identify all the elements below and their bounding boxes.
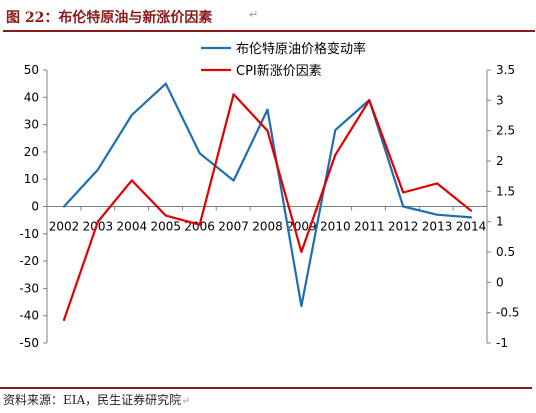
y-right-tick-label: 0.5 — [496, 245, 515, 259]
series-1-point — [232, 179, 235, 182]
series-1-point — [300, 305, 303, 308]
x-tick-label: 2005 — [150, 220, 181, 234]
y-left-tick-label: -30 — [19, 281, 39, 295]
x-tick-label: 2013 — [422, 220, 453, 234]
series-2-point — [232, 93, 235, 96]
series-2-point — [334, 154, 337, 156]
series-2-point — [164, 214, 167, 217]
series-2-point — [198, 223, 201, 226]
series-1-point — [402, 205, 405, 208]
series-1-point — [63, 205, 65, 208]
series-2-point — [63, 319, 65, 321]
series-1-point — [164, 82, 167, 85]
y-right-tick-label: 2.5 — [496, 124, 515, 138]
series-1-point — [334, 129, 337, 131]
series-2-point — [368, 99, 371, 102]
x-tick-label: 2008 — [252, 220, 283, 234]
figure-title-row: 图 22：布伦特原油与新涨价因素 ↵ — [3, 6, 535, 32]
series-2-point — [266, 129, 269, 132]
y-right-tick-label: 3 — [496, 93, 504, 107]
y-left-tick-label: -20 — [19, 254, 39, 268]
paragraph-mark-icon: ↵ — [181, 394, 191, 407]
series-2-point — [402, 191, 405, 194]
legend-label-1: 布伦特原油价格变动率 — [236, 41, 366, 57]
series-1-point — [97, 168, 99, 171]
x-tick-label: 2004 — [117, 220, 148, 234]
footer-rule — [0, 387, 532, 389]
y-left-tick-label: -50 — [19, 336, 39, 350]
y-left-tick-label: 30 — [24, 118, 39, 132]
x-tick-label: 2002 — [49, 220, 80, 234]
y-left-tick-label: 0 — [31, 200, 39, 214]
y-right-tick-label: 0 — [496, 275, 504, 289]
series-1-point — [436, 213, 438, 216]
x-tick-label: 2012 — [388, 220, 419, 234]
series-1-point — [198, 152, 201, 155]
series-1-point — [470, 216, 472, 219]
x-tick-label: 2014 — [456, 220, 487, 234]
y-left-tick-label: 20 — [24, 145, 39, 159]
y-left-tick-label: 40 — [24, 90, 39, 104]
x-tick-label: 2003 — [83, 220, 114, 234]
series-2-point — [97, 220, 99, 223]
series-1-point — [130, 114, 133, 116]
x-tick-label: 2007 — [218, 220, 249, 234]
y-right-tick-label: 2 — [496, 154, 504, 168]
y-right-tick-label: -0.5 — [496, 306, 519, 320]
y-right-tick-label: 1.5 — [496, 184, 515, 198]
y-right-tick-label: 3.5 — [496, 63, 515, 77]
series-2-point — [130, 179, 133, 182]
series-2-point — [300, 251, 303, 253]
series-1-point — [266, 108, 269, 111]
source-text: 资料来源：EIA，民生证券研究院 — [3, 393, 182, 407]
source-note: 资料来源：EIA，民生证券研究院↵ — [3, 391, 190, 408]
y-left-tick-label: 10 — [24, 172, 39, 186]
figure-title: 图 22：布伦特原油与新涨价因素 — [6, 10, 213, 26]
x-tick-label: 2011 — [354, 220, 385, 234]
y-left-tick-label: -10 — [19, 227, 39, 241]
y-right-tick-label: -1 — [496, 336, 508, 350]
series-2-point — [436, 182, 438, 185]
series-line-1 — [62, 82, 473, 308]
y-right-tick-label: 1 — [496, 215, 504, 229]
y-left-tick-label: -40 — [19, 309, 39, 323]
x-tick-label: 2010 — [320, 220, 351, 234]
paragraph-mark-icon: ↵ — [249, 8, 259, 21]
series-2-point — [470, 209, 472, 212]
legend-label-2: CPI新涨价因素 — [236, 63, 322, 79]
title-rule — [3, 30, 535, 32]
y-left-tick-label: 50 — [24, 63, 39, 77]
